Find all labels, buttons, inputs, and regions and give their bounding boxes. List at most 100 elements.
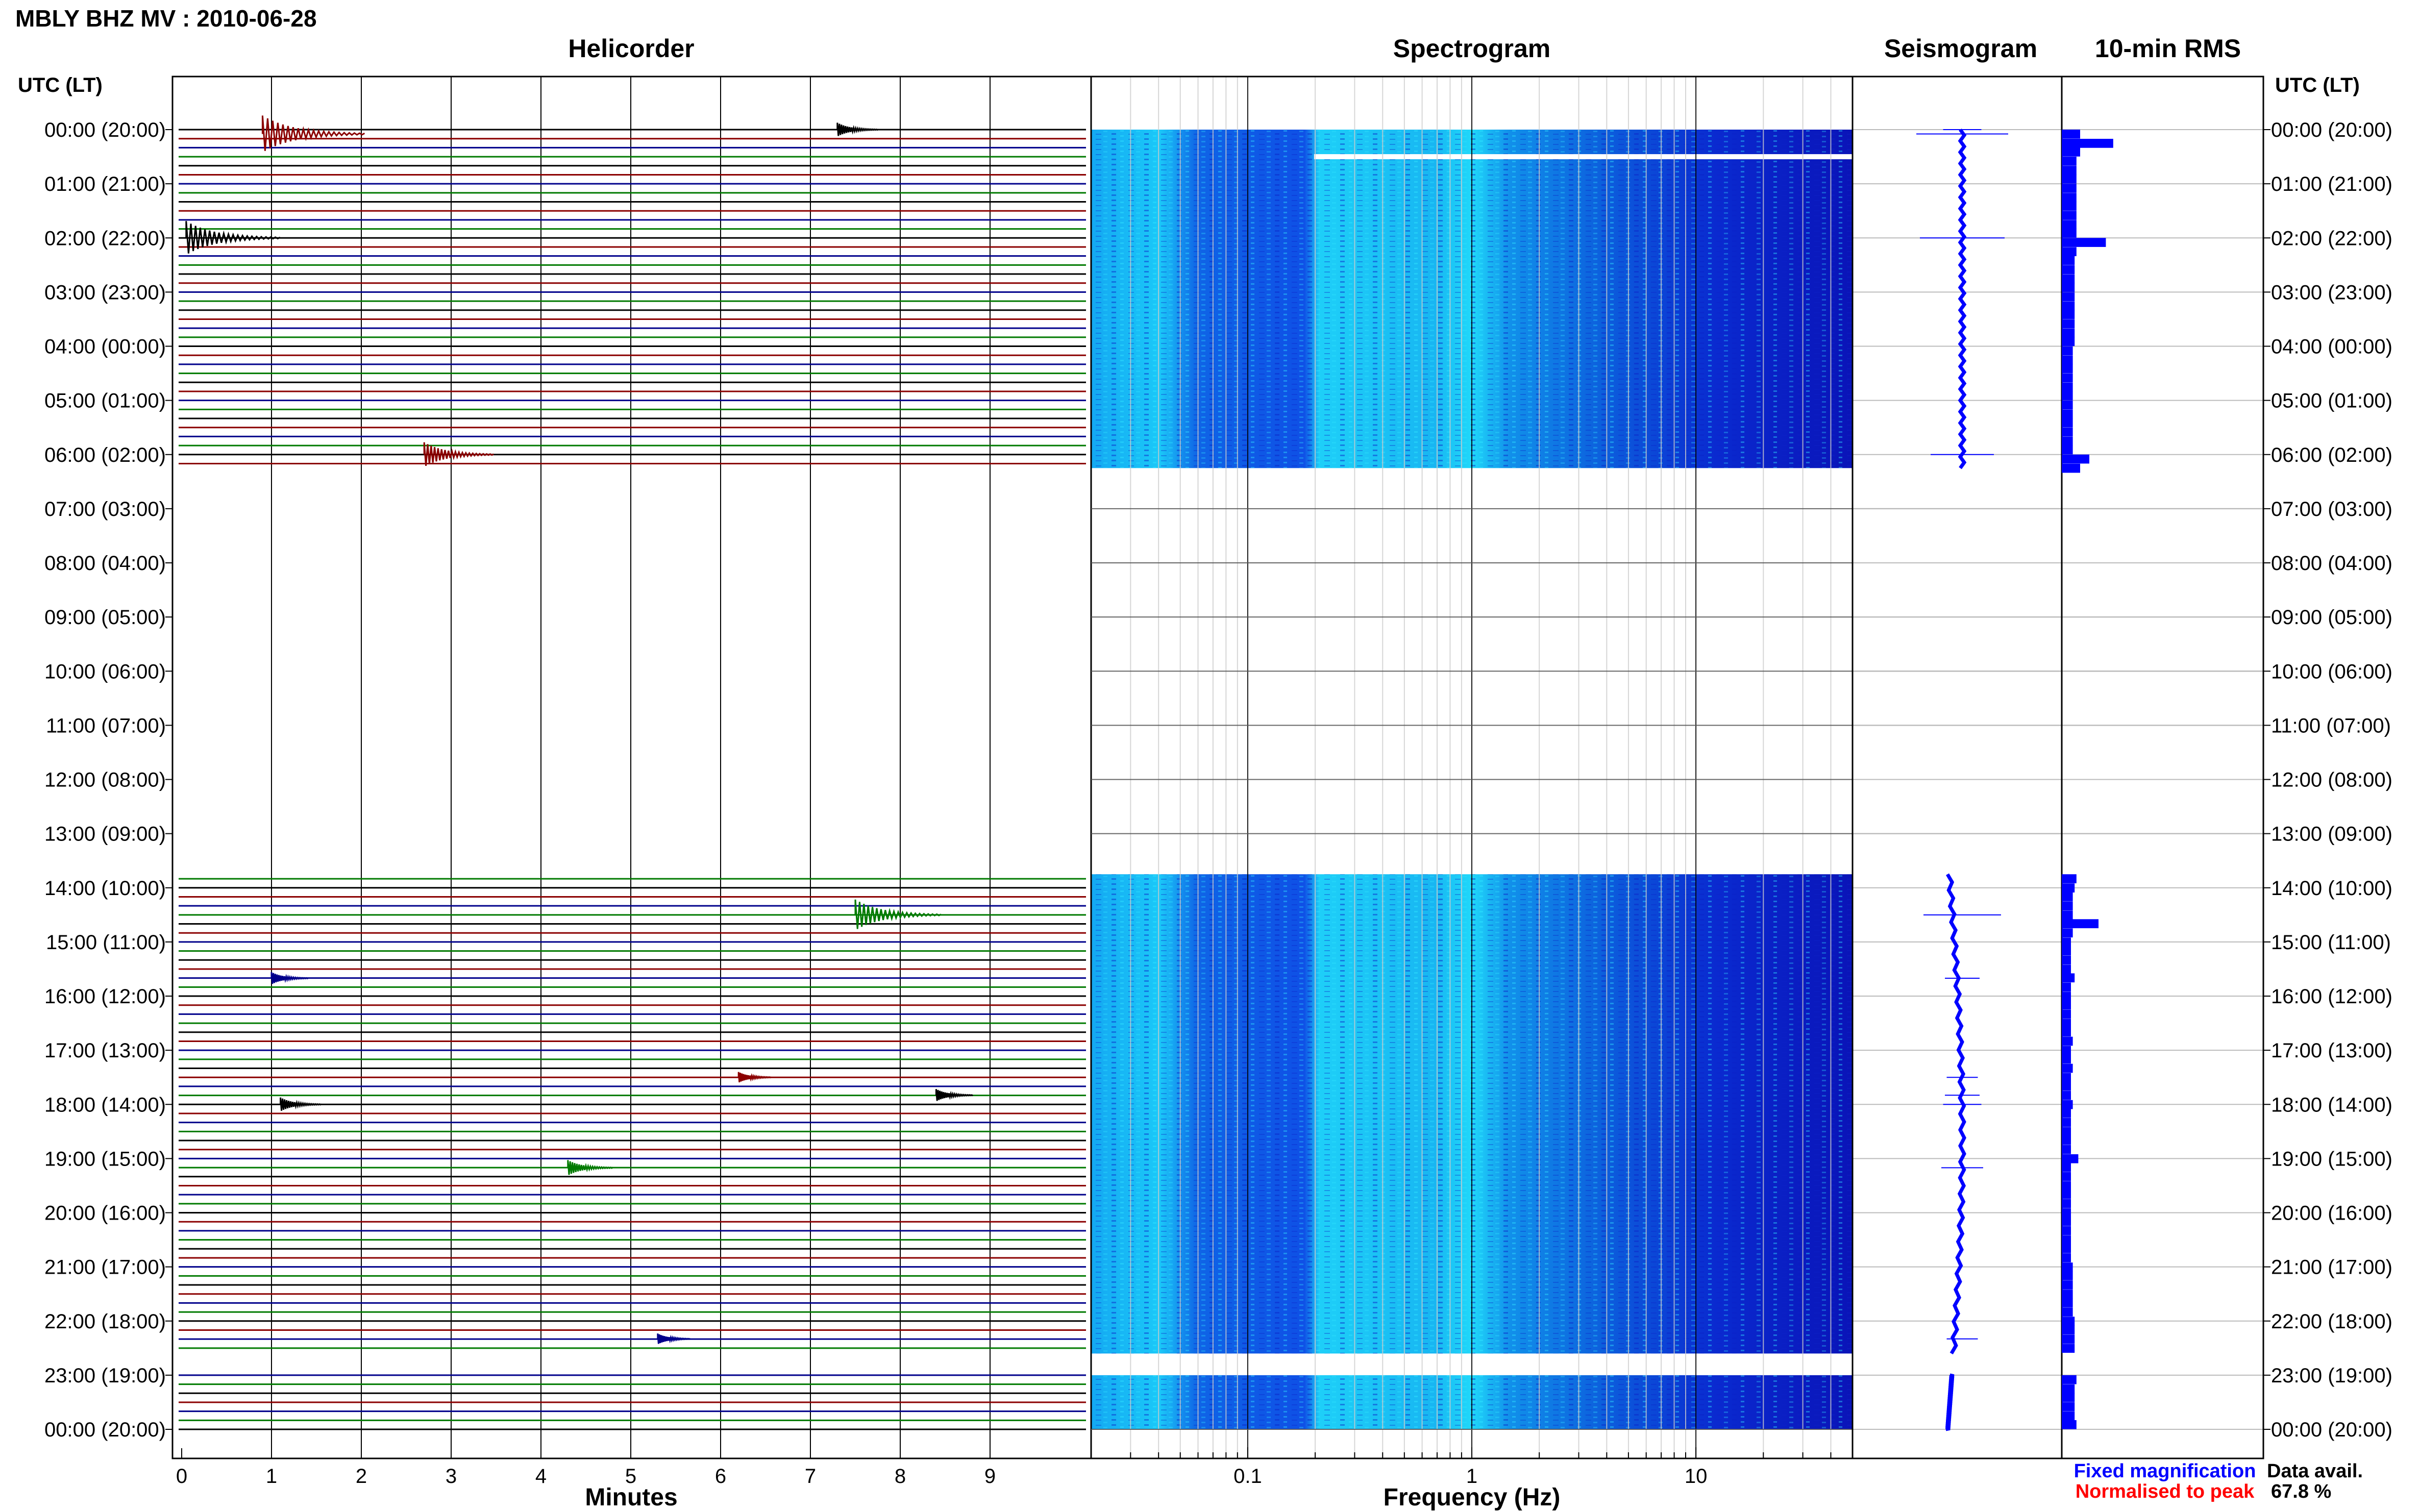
hour-label-left: 05:00 (01:00) [44, 390, 166, 412]
spectrogram-title: Spectrogram [1393, 34, 1550, 63]
event-waveform [280, 1097, 322, 1111]
seismogram-trace [1958, 128, 1967, 469]
hour-label-right: 04:00 (00:00) [2271, 336, 2392, 358]
rms-bar [2062, 319, 2075, 329]
rms-bar [2062, 1344, 2075, 1353]
rms-bar [2062, 301, 2075, 311]
rms-bar [2062, 193, 2077, 202]
seismogram-title: Seismogram [1884, 34, 2037, 63]
helicorder-event [567, 1160, 613, 1175]
rms-bar [2062, 202, 2077, 211]
minute-tick-label: 2 [356, 1465, 367, 1488]
minute-tick-label: 3 [446, 1465, 457, 1488]
helicorder-event [270, 972, 309, 984]
rms-bar [2062, 355, 2073, 365]
hour-label-left: 18:00 (14:00) [44, 1094, 166, 1116]
hour-labels: 00:00 (20:00) 00:00 (20:00) 01:00 (21:00) 0… [44, 119, 2392, 1441]
hour-label-left: 19:00 (15:00) [44, 1148, 166, 1170]
rms-bar [2062, 1375, 2077, 1384]
minute-tick-label: 1 [266, 1465, 277, 1488]
legend-normalised-to-peak: Normalised to peak [2076, 1481, 2255, 1502]
rms-bar [2062, 1108, 2071, 1118]
hour-label-right: 09:00 (05:00) [2271, 606, 2392, 629]
event-waveform [836, 122, 879, 136]
hour-label-right: 20:00 (16:00) [2271, 1202, 2392, 1225]
rms-bar [2062, 1199, 2071, 1208]
minute-tick-label: 7 [805, 1465, 816, 1488]
rms-bar [2062, 883, 2075, 893]
rms-bar [2062, 184, 2077, 193]
hour-label-right: 05:00 (01:00) [2271, 390, 2392, 412]
seismogram-trace [1945, 873, 1966, 1355]
helicorder-event [280, 1097, 322, 1111]
rms-bar [2062, 1009, 2071, 1019]
hour-label-left: 23:00 (19:00) [44, 1365, 166, 1387]
rms-bar [2062, 211, 2077, 220]
rms-bar [2062, 1317, 2075, 1326]
hour-label-left: 09:00 (05:00) [44, 606, 166, 629]
rms-bar [2062, 463, 2080, 473]
hour-label-right: 02:00 (22:00) [2271, 227, 2392, 250]
hour-label-left: 10:00 (06:00) [44, 660, 166, 683]
rms-bar [2062, 409, 2073, 419]
hour-label-right: 22:00 (18:00) [2271, 1310, 2392, 1333]
hour-label-left: 02:00 (22:00) [44, 227, 166, 250]
data-availability-value: 67.8 % [2271, 1481, 2331, 1502]
rms-bar [2062, 982, 2071, 992]
helicorder-event [185, 221, 281, 254]
x-axis-ticks: 0 1 2 3 4 5 6 7 8 9 0.1 1 10 [176, 1447, 1853, 1488]
rms-bar [2062, 427, 2073, 437]
utc-label-right: UTC (LT) [2275, 74, 2360, 96]
hour-label-right: 03:00 (23:00) [2271, 281, 2392, 304]
rms-bar [2062, 1100, 2073, 1109]
rms-bar [2062, 382, 2073, 392]
rms-bar [2062, 1325, 2075, 1334]
hour-label-right: 23:00 (19:00) [2271, 1365, 2392, 1387]
rms-bar [2062, 1054, 2071, 1064]
rms-bar [2062, 964, 2071, 974]
helicorder-event [657, 1333, 691, 1344]
rms-bar [2062, 992, 2071, 1001]
helicorder-panel [171, 76, 1092, 1459]
rms-bar [2062, 1135, 2071, 1145]
minute-tick-label: 8 [895, 1465, 906, 1488]
rms-bar [2062, 1181, 2071, 1191]
rms-bar [2062, 946, 2071, 956]
frequency-tick-label: 1 [1466, 1465, 1477, 1488]
rms-bar [2062, 418, 2073, 428]
hour-label-left: 20:00 (16:00) [44, 1202, 166, 1225]
rms-bar [2062, 1226, 2071, 1235]
spectrogram-panel [1090, 76, 2263, 1459]
hour-label-left: 14:00 (10:00) [44, 877, 166, 900]
figure-title: MBLY BHZ MV : 2010-06-28 [15, 5, 317, 32]
rms-bar [2062, 937, 2071, 947]
rms-bar [2062, 436, 2073, 446]
minute-tick-label: 0 [176, 1465, 187, 1488]
hour-label-right: 07:00 (03:00) [2271, 498, 2392, 520]
rms-bar [2062, 1244, 2071, 1253]
hour-label-left: 08:00 (04:00) [44, 552, 166, 575]
event-waveform [567, 1160, 613, 1175]
hour-label-right: 16:00 (12:00) [2271, 985, 2392, 1008]
rms-bar [2062, 1027, 2071, 1037]
helicorder-event [836, 122, 879, 136]
hour-label-right: 00:00 (20:00) [2271, 1419, 2392, 1441]
hour-label-right: 10:00 (06:00) [2271, 660, 2392, 683]
rms-bar [2062, 337, 2075, 346]
rms-bar [2062, 910, 2073, 920]
rms-bar [2062, 175, 2077, 184]
hour-label-right: 01:00 (21:00) [2271, 173, 2392, 195]
rms-bar [2062, 973, 2075, 983]
hour-label-left: 22:00 (18:00) [44, 1310, 166, 1333]
rms-bar [2062, 391, 2073, 401]
seismogram-frame [1852, 76, 2063, 1459]
hour-label-right: 11:00 (07:00) [2271, 714, 2391, 737]
rms-bar [2062, 1000, 2071, 1010]
rms-bar [2062, 147, 2080, 157]
rms-bar [2062, 310, 2075, 319]
event-waveform [270, 972, 309, 984]
rms-bar [2062, 874, 2077, 883]
rms-bar [2062, 1334, 2075, 1344]
rms-bar [2062, 1411, 2075, 1421]
rms-bar [2062, 130, 2080, 139]
